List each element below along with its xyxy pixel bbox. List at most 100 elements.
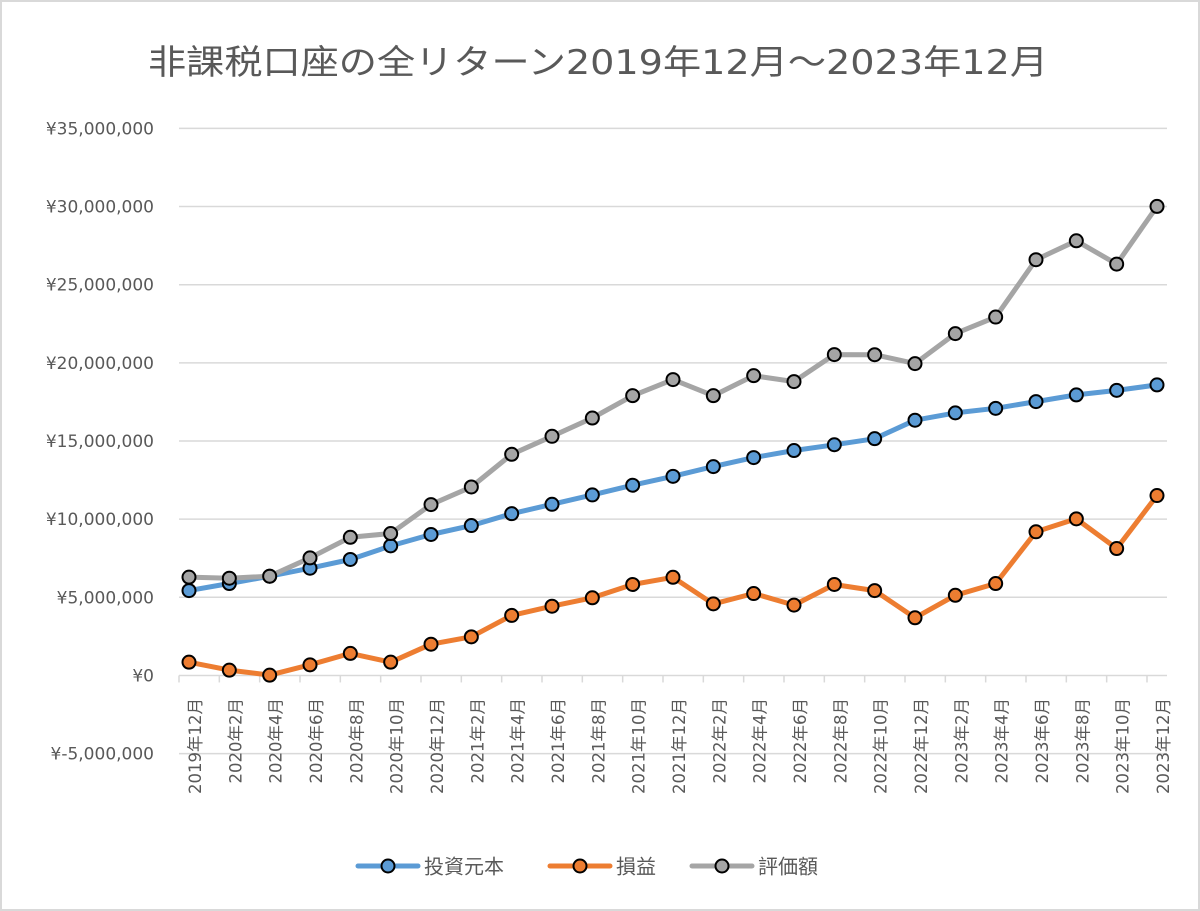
data-point bbox=[544, 496, 560, 512]
x-tick-label: 2020年8月 bbox=[347, 698, 366, 784]
data-point bbox=[504, 506, 520, 522]
data-point bbox=[584, 487, 600, 503]
y-tick-label: ¥35,000,000 bbox=[46, 119, 154, 139]
y-axis-tick-labels: ¥35,000,000 ¥30,000,000 ¥25,000,000 ¥20,000… bbox=[46, 119, 154, 764]
chart-title: 非課税口座の全リターン2019年12月～2023年12月 bbox=[148, 43, 1048, 83]
data-point bbox=[826, 347, 842, 363]
data-point bbox=[907, 356, 923, 372]
series-2 bbox=[181, 488, 1165, 683]
data-point bbox=[1068, 511, 1084, 527]
series-line bbox=[186, 493, 1160, 678]
data-point bbox=[665, 569, 681, 585]
x-tick-label: 2020年12月 bbox=[428, 698, 447, 794]
data-point bbox=[181, 569, 197, 585]
data-point bbox=[1149, 488, 1165, 504]
x-tick-label: 2022年12月 bbox=[912, 698, 931, 794]
x-tick-label: 2023年8月 bbox=[1073, 698, 1092, 784]
data-point bbox=[1109, 541, 1125, 557]
data-point bbox=[262, 667, 278, 683]
y-tick-label: ¥25,000,000 bbox=[46, 276, 154, 296]
data-point bbox=[826, 576, 842, 592]
data-point bbox=[342, 645, 358, 661]
data-point bbox=[665, 468, 681, 484]
data-point bbox=[463, 629, 479, 645]
x-tick-label: 2022年6月 bbox=[791, 698, 810, 784]
series-1 bbox=[181, 377, 1165, 599]
data-point bbox=[625, 388, 641, 404]
data-point bbox=[383, 526, 399, 542]
data-point bbox=[826, 437, 842, 453]
data-point bbox=[907, 412, 923, 428]
data-point bbox=[1028, 524, 1044, 540]
gridlines bbox=[179, 127, 1167, 755]
data-point bbox=[665, 372, 681, 388]
x-tick-label: 2023年2月 bbox=[952, 698, 971, 784]
data-point bbox=[1149, 377, 1165, 393]
data-point bbox=[584, 590, 600, 606]
data-point bbox=[705, 459, 721, 475]
data-point bbox=[705, 388, 721, 404]
data-point bbox=[423, 636, 439, 652]
data-point bbox=[342, 551, 358, 567]
data-point bbox=[463, 518, 479, 534]
x-tick-label: 2019年12月 bbox=[186, 698, 205, 794]
x-tick-label: 2021年6月 bbox=[549, 698, 568, 784]
data-point bbox=[181, 583, 197, 599]
data-point bbox=[383, 654, 399, 670]
data-point bbox=[1028, 252, 1044, 268]
x-tick-label: 2021年2月 bbox=[468, 698, 487, 784]
y-tick-label: ¥15,000,000 bbox=[46, 432, 154, 452]
data-point bbox=[342, 529, 358, 545]
x-tick-label: 2021年8月 bbox=[589, 698, 608, 784]
y-tick-label: ¥20,000,000 bbox=[46, 354, 154, 374]
data-point bbox=[705, 596, 721, 612]
data-point bbox=[867, 347, 883, 363]
data-point bbox=[907, 610, 923, 626]
y-tick-label: ¥-5,000,000 bbox=[51, 745, 154, 765]
data-point bbox=[423, 497, 439, 513]
y-tick-label: ¥5,000,000 bbox=[57, 588, 154, 608]
data-point bbox=[867, 583, 883, 599]
x-tick-label: 2022年10月 bbox=[872, 698, 891, 794]
data-point bbox=[302, 657, 318, 673]
legend-item: 評価額 bbox=[689, 855, 818, 879]
data-point bbox=[1109, 382, 1125, 398]
data-point bbox=[262, 568, 278, 584]
data-point bbox=[1109, 256, 1125, 272]
x-tick-label: 2022年2月 bbox=[710, 698, 729, 784]
data-point bbox=[786, 597, 802, 613]
x-tick-label: 2022年8月 bbox=[831, 698, 850, 784]
data-point bbox=[463, 479, 479, 495]
x-tick-label: 2023年10月 bbox=[1114, 698, 1133, 794]
data-point bbox=[302, 550, 318, 566]
y-tick-label: ¥30,000,000 bbox=[46, 198, 154, 218]
data-point bbox=[1149, 198, 1165, 214]
data-point bbox=[947, 405, 963, 421]
legend-item: 投資元本 bbox=[355, 855, 504, 879]
data-point bbox=[544, 428, 560, 444]
legend-item: 損益 bbox=[547, 855, 656, 879]
y-tick-label: ¥10,000,000 bbox=[46, 510, 154, 530]
data-point bbox=[1068, 387, 1084, 403]
x-tick-label: 2022年4月 bbox=[751, 698, 770, 784]
data-point bbox=[746, 450, 762, 466]
data-point bbox=[625, 576, 641, 592]
legend-marker bbox=[572, 858, 588, 874]
data-point bbox=[1068, 233, 1084, 249]
data-point bbox=[504, 607, 520, 623]
data-point bbox=[544, 598, 560, 614]
series-3 bbox=[181, 198, 1165, 586]
data-point bbox=[181, 654, 197, 670]
x-tick-label: 2021年12月 bbox=[670, 698, 689, 794]
data-point bbox=[746, 368, 762, 384]
data-point bbox=[1028, 394, 1044, 410]
series-line bbox=[186, 203, 1160, 581]
data-point bbox=[746, 586, 762, 602]
x-tick-label: 2023年4月 bbox=[993, 698, 1012, 784]
x-tick-label: 2023年12月 bbox=[1154, 698, 1173, 794]
x-tick-label: 2020年10月 bbox=[388, 698, 407, 794]
data-point bbox=[988, 576, 1004, 592]
legend-marker bbox=[380, 858, 396, 874]
